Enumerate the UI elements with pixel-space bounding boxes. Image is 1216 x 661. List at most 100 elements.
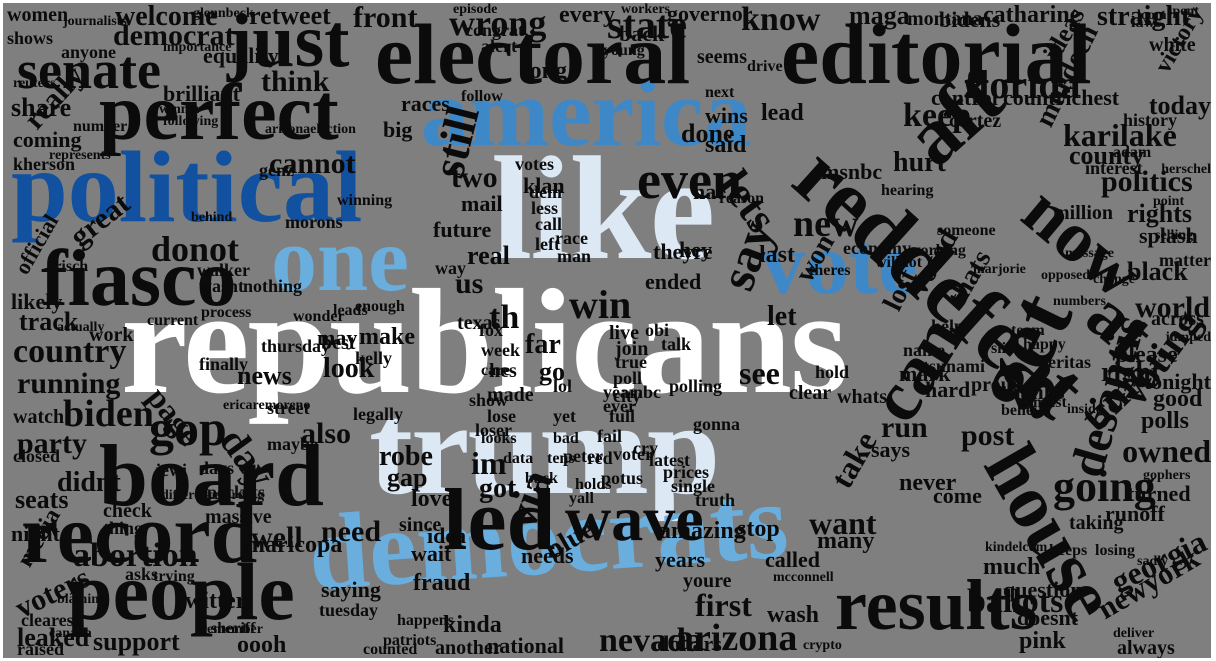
cloud-word-loser: loser [475, 420, 512, 440]
cloud-word-must: must [1033, 394, 1067, 411]
cloud-word-running: running [17, 367, 121, 400]
cloud-word-million: million [1053, 202, 1114, 224]
cloud-word-raised: raised [17, 639, 64, 658]
cloud-word-shows: shows [7, 28, 54, 48]
cloud-word-politics: politics [1101, 165, 1193, 198]
cloud-word-losing: losing [1095, 542, 1136, 559]
cloud-word-led: led [443, 472, 556, 569]
cloud-word-number: number [73, 118, 128, 135]
cloud-word-even: even [637, 150, 742, 210]
cloud-word-next: next [705, 84, 735, 101]
cloud-word-night: night [11, 521, 60, 546]
cloud-word-red: red [587, 448, 613, 468]
cloud-word-question: question [1003, 577, 1083, 602]
cloud-word-true: true [615, 352, 647, 372]
cloud-word-seems: seems [697, 46, 747, 68]
cloud-word-importance: importance [163, 40, 232, 55]
cloud-word-years: years [655, 547, 706, 572]
cloud-word-please: please [1115, 342, 1178, 368]
cloud-word-yet: yet [553, 406, 576, 426]
cloud-word-anyone: anyone [61, 42, 117, 62]
cloud-word-finally: finally [199, 354, 249, 374]
cloud-word-city: city [613, 386, 641, 406]
cloud-word-wins: wins [705, 103, 748, 128]
cloud-word-editorial: editorial [781, 6, 1092, 102]
cloud-word-equality: equality [203, 43, 279, 68]
cloud-word-tuesday: tuesday [319, 600, 379, 620]
cloud-word-come: come [933, 483, 982, 508]
cloud-word-maricopa: maricopa [245, 532, 343, 558]
cloud-word-hearing: hearing [881, 182, 934, 199]
cloud-word-reason: reason [719, 190, 765, 207]
cloud-word-call: call [535, 214, 562, 234]
cloud-word-way: way [435, 258, 466, 278]
cloud-word-votes: votes [515, 154, 554, 174]
cloud-word-amazing: amazing [659, 518, 746, 544]
cloud-word-board: board [99, 428, 324, 525]
cloud-word-done: done [681, 119, 735, 148]
cloud-word-owned: owned [1122, 433, 1211, 469]
cloud-word-dollars: dollars [657, 631, 722, 656]
cloud-word-welcome: welcome [115, 3, 218, 32]
cloud-word-one: one [271, 208, 409, 310]
cloud-word-im: im [471, 445, 507, 481]
cloud-word-real: real [467, 241, 510, 270]
cloud-word-vote: vote [761, 216, 918, 313]
cloud-word-arizona: arizona [675, 617, 798, 658]
cloud-word-right: right [1101, 357, 1161, 388]
cloud-word-proud: proud [971, 374, 1023, 396]
cloud-word-drive: drive [747, 58, 783, 75]
cloud-word-change: change [1093, 272, 1135, 287]
cloud-word-glennbeck: glennbeck [193, 6, 254, 21]
cloud-word-wasnt: wasnt [199, 276, 245, 296]
cloud-word-whats: whats [837, 386, 888, 408]
cloud-word-also: also [301, 417, 352, 450]
cloud-word-closed: closed [13, 446, 60, 466]
cloud-word-blaming: blaming [57, 592, 107, 607]
cloud-word-less: less [531, 198, 558, 218]
cloud-word-big: big [383, 117, 413, 142]
cloud-word-care: care [481, 362, 511, 379]
cloud-word-week: week [481, 340, 520, 360]
cloud-word-fraud: fraud [413, 570, 471, 596]
cloud-word-world: world [1135, 291, 1210, 324]
cloud-word-doesnt: doesnt [1017, 605, 1079, 630]
cloud-word-young: young [603, 42, 645, 59]
cloud-word-dem: dem [529, 182, 562, 202]
cloud-word-deliver: deliver [1113, 626, 1155, 641]
cloud-word-single: single [671, 476, 716, 496]
cloud-word-legally: legally [353, 404, 403, 424]
cloud-word-likely: likely [11, 289, 63, 314]
cloud-word-asks: asks [125, 564, 159, 584]
cloud-word-happy: happy [1023, 336, 1066, 353]
cloud-word-canada: canada [49, 626, 92, 641]
cloud-word-countrichest: countrichest [1003, 85, 1120, 110]
cloud-word-america: america [421, 59, 752, 166]
cloud-word-kindelcom: kindelcom [985, 540, 1048, 555]
cloud-word-msnbc: msnbc [821, 159, 883, 184]
cloud-word-turned: turned [1127, 481, 1191, 506]
cloud-word-runoff: runoff [1105, 501, 1165, 526]
cloud-word-voter: voter [613, 444, 653, 464]
cloud-word-country: country [13, 333, 127, 370]
cloud-word-state: state [607, 3, 687, 47]
cloud-word-rights: rights [1127, 199, 1192, 228]
cloud-word-says: says [871, 437, 911, 462]
cloud-word-believe: believe [1001, 402, 1049, 419]
cloud-word-laws: laws [1131, 14, 1162, 31]
cloud-word-republicans: republicans [121, 259, 848, 425]
cloud-word-wonder: wonder [293, 308, 345, 325]
cloud-word-donot: donot [151, 229, 240, 269]
cloud-word-happens: happens [397, 612, 454, 629]
cloud-word-didnt: didnt [57, 467, 121, 498]
cloud-word-data: data [503, 450, 534, 467]
cloud-word-obi: obi [645, 320, 670, 340]
cloud-word-across: across [1151, 308, 1204, 330]
cloud-word-want: want [809, 505, 877, 541]
cloud-word-catharine: catharine [983, 3, 1081, 28]
cloud-word-never: never [899, 470, 957, 496]
cloud-word-bad: bad [553, 430, 579, 447]
cloud-word-process: process [201, 304, 252, 321]
cloud-word-always: always [1117, 637, 1175, 658]
cloud-word-two: two [451, 161, 498, 194]
